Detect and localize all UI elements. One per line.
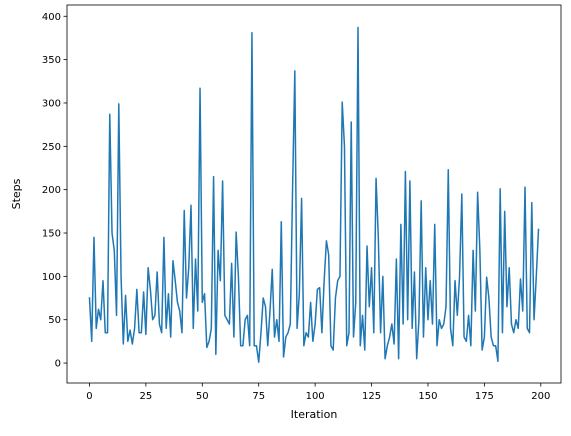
x-axis-label: Iteration [291, 408, 338, 421]
y-tick-label: 250 [42, 142, 61, 153]
y-axis-label: Steps [10, 178, 23, 209]
x-tick-label: 100 [306, 391, 325, 402]
x-tick-label: 200 [531, 391, 550, 402]
x-tick-label: 125 [362, 391, 381, 402]
y-tick-label: 100 [42, 272, 61, 283]
y-tick-label: 200 [42, 185, 61, 196]
y-tick-label: 400 [42, 12, 61, 23]
y-tick-label: 350 [42, 55, 61, 66]
x-tick-label: 50 [196, 391, 209, 402]
x-tick-label: 0 [86, 391, 92, 402]
x-tick-label: 75 [252, 391, 265, 402]
x-tick-label: 25 [140, 391, 153, 402]
plot-frame [66, 4, 562, 384]
y-tick-label: 50 [48, 315, 61, 326]
y-tick-label: 0 [55, 359, 61, 370]
y-tick-label: 150 [42, 229, 61, 240]
line-series [88, 26, 540, 363]
y-tick-label: 300 [42, 98, 61, 109]
x-tick-label: 175 [475, 391, 494, 402]
x-tick-label: 150 [418, 391, 437, 402]
